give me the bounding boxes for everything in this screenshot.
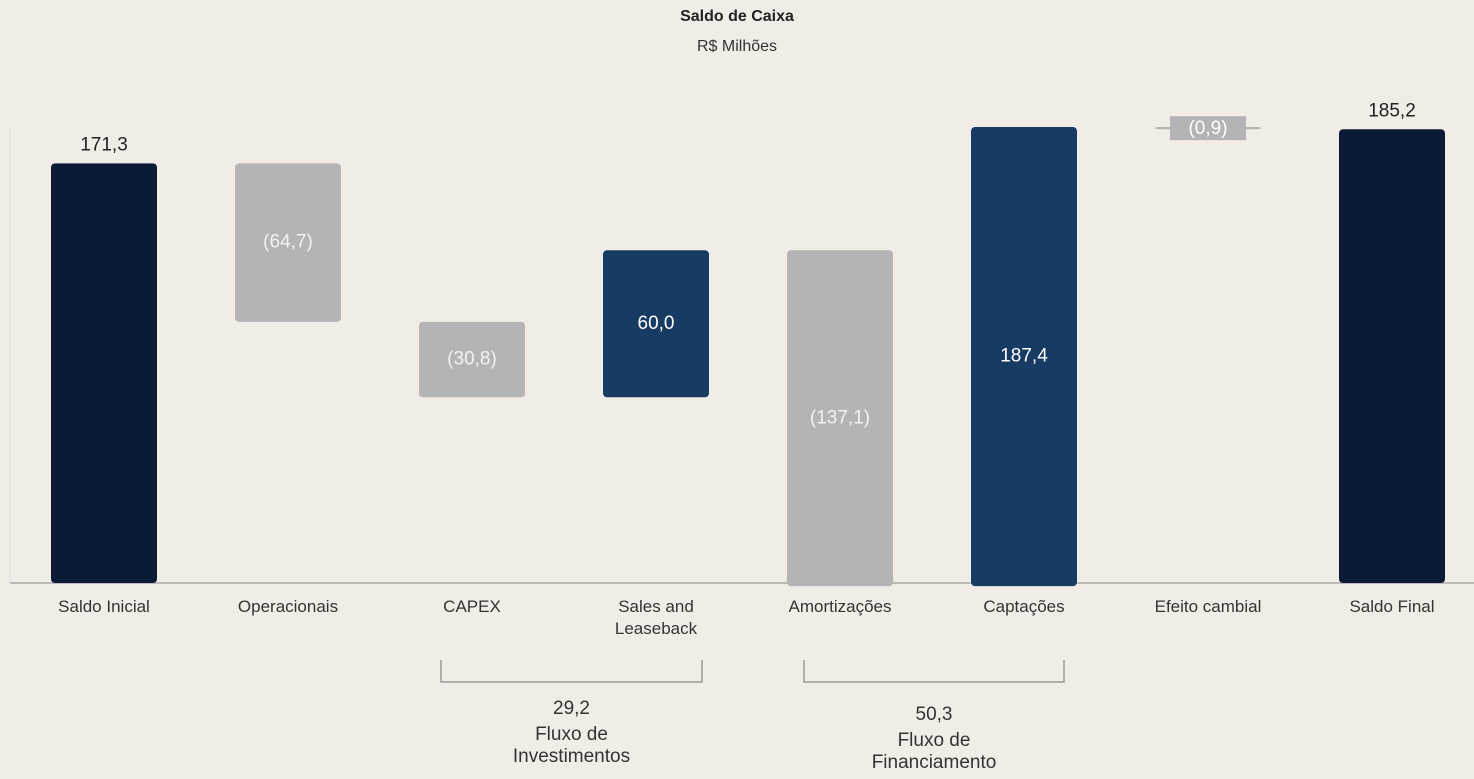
bar	[1339, 129, 1445, 583]
bar	[971, 127, 1077, 587]
group-label: Fluxo de Investimentos	[512, 724, 631, 767]
group-label: Fluxo de Financiamento	[871, 730, 997, 773]
bar	[787, 250, 893, 587]
x-tick-label: Amortizações	[788, 597, 892, 616]
bar	[235, 163, 341, 322]
chart-subtitle: R$ Milhões	[696, 38, 778, 55]
bar	[51, 163, 157, 583]
x-tick-label: Saldo Inicial	[58, 597, 150, 616]
bar	[603, 250, 709, 398]
value-label: 185,2	[1368, 100, 1416, 121]
x-tick-label: CAPEX	[443, 597, 501, 616]
value-label: 60,0	[638, 313, 675, 334]
group-bracket	[440, 660, 703, 683]
x-tick-label: Operacionais	[237, 597, 339, 616]
value-label: (30,8)	[447, 349, 497, 370]
x-tick-label: Saldo Final	[1349, 597, 1435, 616]
value-label: (0,9)	[1188, 118, 1227, 139]
value-label: (137,1)	[810, 407, 870, 428]
value-label: (64,7)	[263, 232, 313, 253]
x-tick-label: Efeito cambial	[1154, 597, 1262, 616]
label-box	[1170, 116, 1246, 141]
bar	[419, 321, 525, 398]
group-bracket	[803, 660, 1065, 683]
value-label: 171,3	[80, 134, 128, 155]
value-label: 187,4	[1000, 346, 1048, 367]
chart-title: Saldo de Caixa	[680, 8, 794, 25]
group-value: 50,3	[915, 704, 953, 725]
group-value: 29,2	[553, 698, 590, 719]
x-tick-label: Sales and Leaseback	[614, 597, 698, 638]
x-tick-label: Captações	[983, 597, 1065, 616]
